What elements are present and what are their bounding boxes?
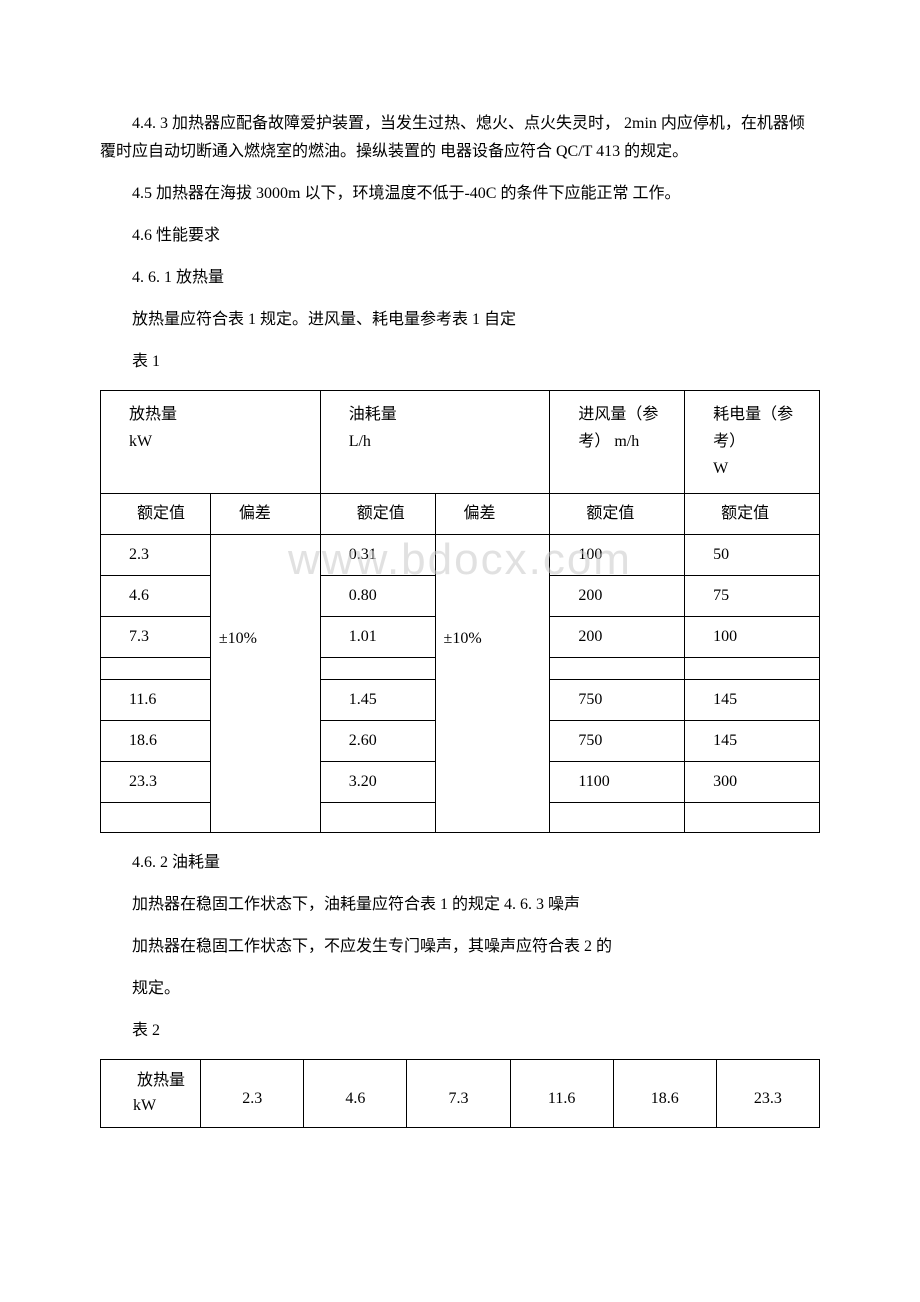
cell-air bbox=[550, 657, 685, 679]
table-caption: 表 1 bbox=[100, 348, 820, 376]
paragraph: 4.6. 2 油耗量 bbox=[100, 849, 820, 877]
cell-power: 145 bbox=[685, 679, 820, 720]
cell-heat bbox=[101, 802, 211, 832]
header-oil-label: 油耗量 bbox=[349, 401, 546, 428]
cell-oil: 1.01 bbox=[320, 616, 435, 657]
cell-heat: 7.3 bbox=[101, 616, 211, 657]
header-heat-label: 放热量 bbox=[137, 1072, 185, 1089]
cell-power: 300 bbox=[685, 761, 820, 802]
cell-tolerance: ±10% bbox=[210, 534, 320, 832]
table-row: 放热量 kW 油耗量 L/h 进风量（参考） m/h 耗电量（参考） bbox=[101, 391, 820, 494]
header-oil: 油耗量 L/h bbox=[320, 391, 550, 494]
table-row: 放热量 kW 2.3 4.6 7.3 11.6 18.6 23.3 bbox=[101, 1059, 820, 1127]
header-heat-unit: kW bbox=[129, 428, 316, 455]
paragraph: 4. 6. 1 放热量 bbox=[100, 264, 820, 292]
cell-value: 11.6 bbox=[510, 1059, 613, 1127]
cell-heat bbox=[101, 657, 211, 679]
cell-air bbox=[550, 802, 685, 832]
table-row: 额定值 偏差 额定值 偏差 额定值 额定值 bbox=[101, 493, 820, 534]
subheader-rated: 额定值 bbox=[550, 493, 685, 534]
cell-oil: 0.80 bbox=[320, 575, 435, 616]
cell-oil: 1.45 bbox=[320, 679, 435, 720]
cell-value: 2.3 bbox=[201, 1059, 304, 1127]
cell-heat: 2.3 bbox=[101, 534, 211, 575]
cell-value: 7.3 bbox=[407, 1059, 510, 1127]
cell-value: 18.6 bbox=[613, 1059, 716, 1127]
paragraph: 加热器在稳固工作状态下，不应发生专门噪声，其噪声应符合表 2 的 bbox=[100, 933, 820, 961]
table-1-wrap: www.bdocx.com 放热量 kW bbox=[100, 390, 820, 833]
cell-oil bbox=[320, 802, 435, 832]
table-row: 2.3 ±10% 0.31 ±10% 100 50 bbox=[101, 534, 820, 575]
cell-value: 23.3 bbox=[716, 1059, 819, 1127]
subheader-rated: 额定值 bbox=[320, 493, 435, 534]
paragraph: 规定。 bbox=[100, 975, 820, 1003]
cell-heat: 4.6 bbox=[101, 575, 211, 616]
header-heat: 放热量 kW bbox=[101, 391, 321, 494]
cell-value: 4.6 bbox=[304, 1059, 407, 1127]
header-oil-unit: L/h bbox=[349, 428, 546, 455]
cell-power bbox=[685, 802, 820, 832]
table-1: 放热量 kW 油耗量 L/h 进风量（参考） m/h 耗电量（参考） bbox=[100, 390, 820, 833]
subheader-deviation: 偏差 bbox=[210, 493, 320, 534]
cell-power: 100 bbox=[685, 616, 820, 657]
cell-oil: 0.31 bbox=[320, 534, 435, 575]
subheader-rated: 额定值 bbox=[101, 493, 211, 534]
cell-air: 200 bbox=[550, 575, 685, 616]
cell-heat: 11.6 bbox=[101, 679, 211, 720]
paragraph: 放热量应符合表 1 规定。进风量、耗电量参考表 1 自定 bbox=[100, 306, 820, 334]
cell-power: 50 bbox=[685, 534, 820, 575]
cell-tolerance: ±10% bbox=[435, 534, 550, 832]
cell-heat: 18.6 bbox=[101, 720, 211, 761]
header-heat: 放热量 kW bbox=[101, 1059, 201, 1127]
cell-power bbox=[685, 657, 820, 679]
cell-power: 75 bbox=[685, 575, 820, 616]
paragraph: 加热器在稳固工作状态下，油耗量应符合表 1 的规定 4. 6. 3 噪声 bbox=[100, 891, 820, 919]
table-caption: 表 2 bbox=[100, 1017, 820, 1045]
cell-air: 1100 bbox=[550, 761, 685, 802]
cell-oil bbox=[320, 657, 435, 679]
cell-power: 145 bbox=[685, 720, 820, 761]
paragraph: 4.5 加热器在海拔 3000m 以下，环境温度不低于-40C 的条件下应能正常… bbox=[100, 180, 820, 208]
subheader-deviation: 偏差 bbox=[435, 493, 550, 534]
paragraph: 4.6 性能要求 bbox=[100, 222, 820, 250]
header-power-label: 耗电量（参考） bbox=[713, 401, 815, 455]
table-2: 放热量 kW 2.3 4.6 7.3 11.6 18.6 23.3 bbox=[100, 1059, 820, 1128]
cell-air: 100 bbox=[550, 534, 685, 575]
header-power: 耗电量（参考） W bbox=[685, 391, 820, 494]
cell-air: 750 bbox=[550, 679, 685, 720]
subheader-rated: 额定值 bbox=[685, 493, 820, 534]
cell-air: 750 bbox=[550, 720, 685, 761]
header-heat-unit: kW bbox=[105, 1093, 156, 1119]
header-power-unit: W bbox=[713, 455, 815, 482]
header-heat-label: 放热量 bbox=[129, 401, 316, 428]
cell-air: 200 bbox=[550, 616, 685, 657]
cell-oil: 3.20 bbox=[320, 761, 435, 802]
paragraph: 4.4. 3 加热器应配备故障爱护装置，当发生过热、熄火、点火失灵时， 2min… bbox=[100, 110, 820, 166]
cell-heat: 23.3 bbox=[101, 761, 211, 802]
header-air: 进风量（参考） m/h bbox=[550, 391, 685, 494]
document-page: 4.4. 3 加热器应配备故障爱护装置，当发生过热、熄火、点火失灵时， 2min… bbox=[0, 0, 920, 1204]
header-air-label: 进风量（参考） m/h bbox=[550, 391, 684, 465]
cell-oil: 2.60 bbox=[320, 720, 435, 761]
